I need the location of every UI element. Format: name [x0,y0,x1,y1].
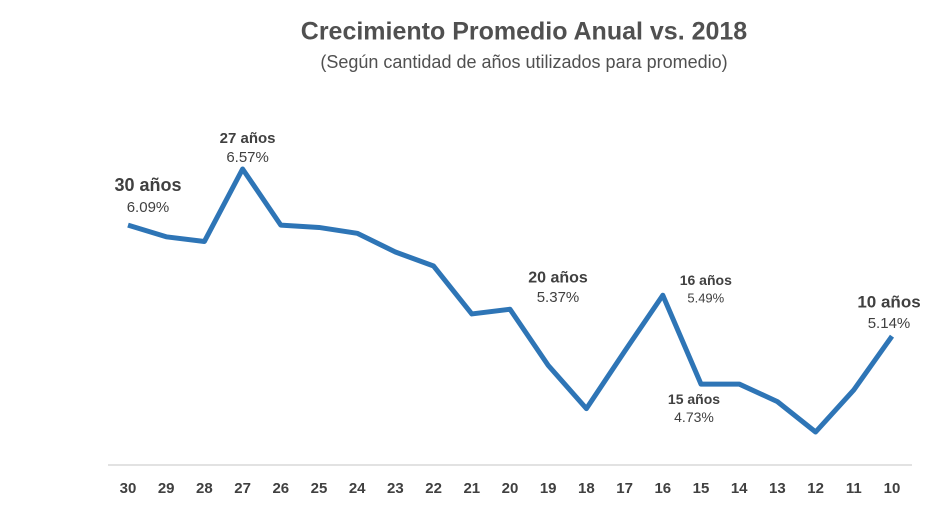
x-tick-label: 19 [540,480,557,497]
point-label: 15 años [668,391,720,407]
x-tick-label: 14 [731,480,748,497]
data-line [127,166,895,435]
point-label: 10 años [857,293,920,312]
x-tick-label: 25 [311,480,328,497]
x-tick-label: 21 [463,480,480,497]
x-tick-label: 28 [196,480,213,497]
value-label: 5.37% [537,289,580,306]
point-label: 30 años [114,175,181,195]
x-tick-label: 20 [502,480,519,497]
point-label: 16 años [680,272,732,288]
x-tick-label: 23 [387,480,404,497]
x-tick-label: 16 [654,480,671,497]
x-tick-label: 30 [120,480,137,497]
chart-title: Crecimiento Promedio Anual vs. 2018 [301,18,748,46]
x-tick-label: 29 [158,480,175,497]
point-label: 27 años [220,130,276,147]
x-tick-label: 10 [884,480,901,497]
x-tick-label: 13 [769,480,786,497]
value-label: 5.49% [687,291,724,306]
chart-subtitle: (Según cantidad de años utilizados para … [320,52,727,72]
x-tick-label: 18 [578,480,595,497]
x-tick-label: 12 [807,480,824,497]
value-label: 5.14% [868,315,911,332]
x-tick-label: 17 [616,480,633,497]
x-tick-label: 11 [846,480,862,497]
value-label: 6.57% [226,149,269,166]
x-tick-label: 24 [349,480,366,497]
value-label: 6.09% [127,199,170,216]
x-tick-label: 26 [272,480,289,497]
value-label: 4.73% [674,409,714,425]
x-tick-label: 22 [425,480,442,497]
x-tick-label: 15 [693,480,710,497]
x-tick-label: 27 [234,480,251,497]
point-label: 20 años [528,269,588,286]
